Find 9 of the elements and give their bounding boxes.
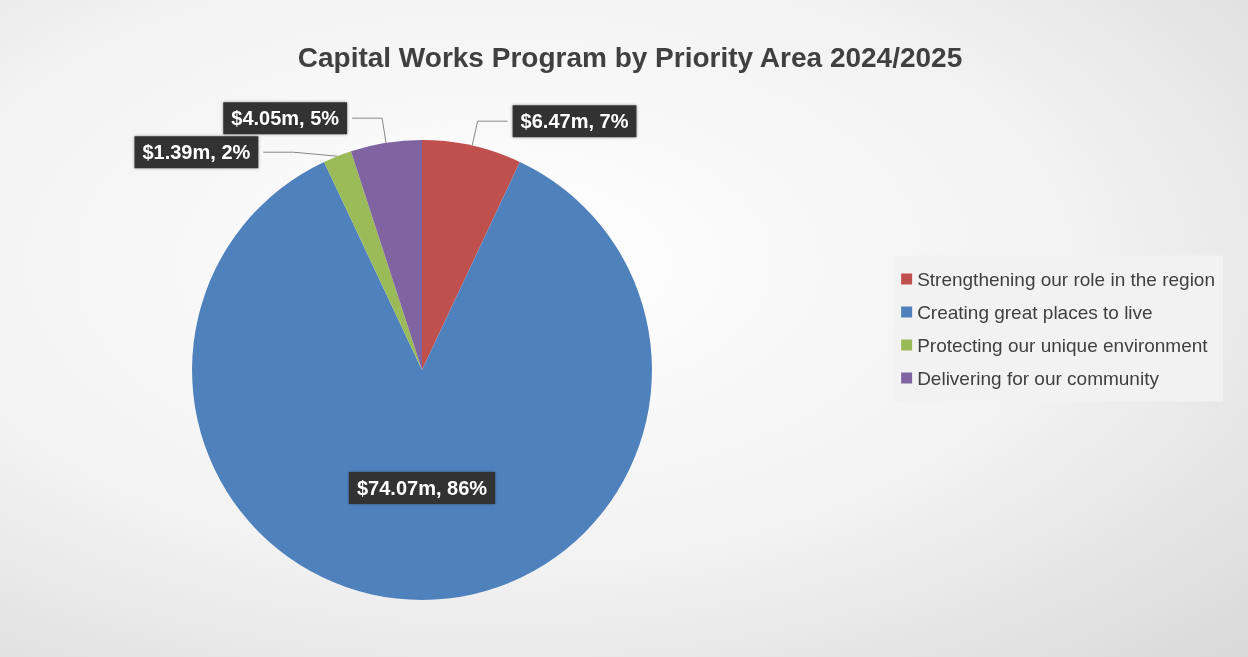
chart-title: Capital Works Program by Priority Area 2024/2025 — [297, 41, 963, 73]
legend-label: Protecting our unique environment — [917, 334, 1209, 356]
legend-label: Strengthening our role in the region — [917, 268, 1216, 290]
data-label: $74.07m, 86% — [356, 476, 488, 499]
legend-label: Creating great places to live — [917, 301, 1153, 323]
data-label: $6.47m, 7% — [520, 110, 629, 133]
data-label: $1.39m, 2% — [142, 141, 251, 164]
data-label: $4.05m, 5% — [231, 107, 340, 130]
legend-label: Delivering for our community — [917, 367, 1160, 389]
